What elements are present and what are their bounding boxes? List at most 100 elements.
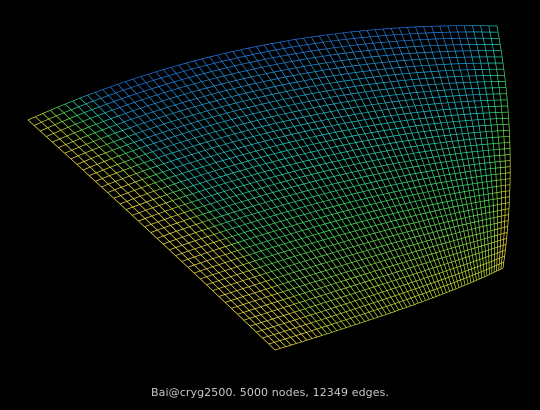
mesh-edge [341,167,347,174]
mesh-edge [110,118,117,125]
mesh-edge [442,109,446,117]
mesh-edge [194,135,202,139]
mesh-edge [167,186,174,193]
mesh-edge [317,112,325,115]
mesh-edge [473,189,476,197]
mesh-edge [425,116,433,119]
mesh-edge [451,199,457,201]
mesh-edge [437,245,441,252]
mesh-edge [368,152,375,155]
mesh-edge [419,151,426,153]
mesh-edge [382,244,387,247]
mesh-edge [169,230,177,234]
mesh-edge [454,213,458,220]
mesh-edge [433,260,438,268]
mesh-edge [410,216,415,224]
mesh-edge [344,203,349,211]
mesh-edge [336,96,342,103]
mesh-edge [310,273,316,276]
mesh-edge [453,280,458,283]
mesh-edge [417,192,424,195]
mesh-edge [367,62,375,65]
mesh-edge [448,127,455,129]
mesh-edge [403,291,408,294]
mesh-edge [475,169,481,171]
mesh-edge [170,67,177,74]
mesh-edge [343,94,349,102]
mesh-edge [426,240,430,248]
mesh-edge [500,106,503,113]
mesh-edge [56,112,64,117]
mesh-edge [84,109,92,113]
mesh-edge [187,256,195,260]
mesh-edge [331,268,337,276]
mesh-edge [389,207,394,214]
mesh-edge [288,271,295,275]
mesh-edge [333,47,339,55]
mesh-edge [259,110,267,113]
mesh-edge [333,89,338,97]
mesh-edge [277,291,284,294]
mesh-edge [271,94,277,101]
mesh-edge [437,202,443,204]
mesh-edge [388,108,395,110]
mesh-edge [360,199,366,207]
mesh-edge [315,99,321,107]
mesh-edge [147,103,156,107]
mesh-edge [257,120,263,127]
mesh-edge [248,129,254,137]
mesh-edge [482,150,485,158]
mesh-edge [492,143,495,150]
mesh-edge [390,249,396,252]
mesh-edge [104,112,112,119]
mesh-edge [301,236,308,239]
mesh-edge [434,103,438,111]
mesh-edge [234,131,242,135]
mesh-edge [132,110,139,118]
mesh-edge [289,118,297,121]
mesh-edge [462,108,465,115]
mesh-edge [271,116,277,124]
mesh-edge [181,253,189,260]
mesh-edge [138,156,145,163]
mesh-edge [387,122,391,130]
mesh-edge [506,226,509,233]
mesh-edge [440,194,446,197]
mesh-edge [465,216,470,219]
mesh-edge [230,266,238,270]
mesh-edge [328,198,335,201]
mesh-edge [414,105,418,113]
mesh-edge [138,153,146,158]
mesh-edge [425,225,431,228]
mesh-edge [376,247,382,255]
mesh-edge [394,256,399,259]
mesh-edge [295,67,301,75]
mesh-edge [439,271,444,274]
mesh-edge [329,230,335,238]
mesh-edge [453,185,459,188]
mesh-edge [144,162,151,169]
mesh-edge [476,207,481,210]
mesh-edge [488,156,491,163]
mesh-edge [255,234,263,238]
mesh-edge [295,102,303,105]
mesh-edge [371,196,377,204]
mesh-edge [368,304,374,311]
mesh-edge [174,181,182,185]
mesh-edge [276,167,283,175]
mesh-edge [386,54,395,56]
mesh-edge [315,70,323,72]
mesh-edge [487,143,494,145]
mesh-edge [293,286,300,289]
mesh-edge [392,213,397,221]
mesh-edge [469,274,473,277]
mesh-edge [325,215,331,223]
mesh-edge [198,189,206,192]
mesh-edge [125,113,132,120]
mesh-edge [310,275,316,282]
mesh-edge [266,318,273,322]
mesh-edge [377,130,385,132]
mesh-edge [250,99,256,107]
mesh-edge [205,186,213,190]
mesh-edge [491,180,497,182]
